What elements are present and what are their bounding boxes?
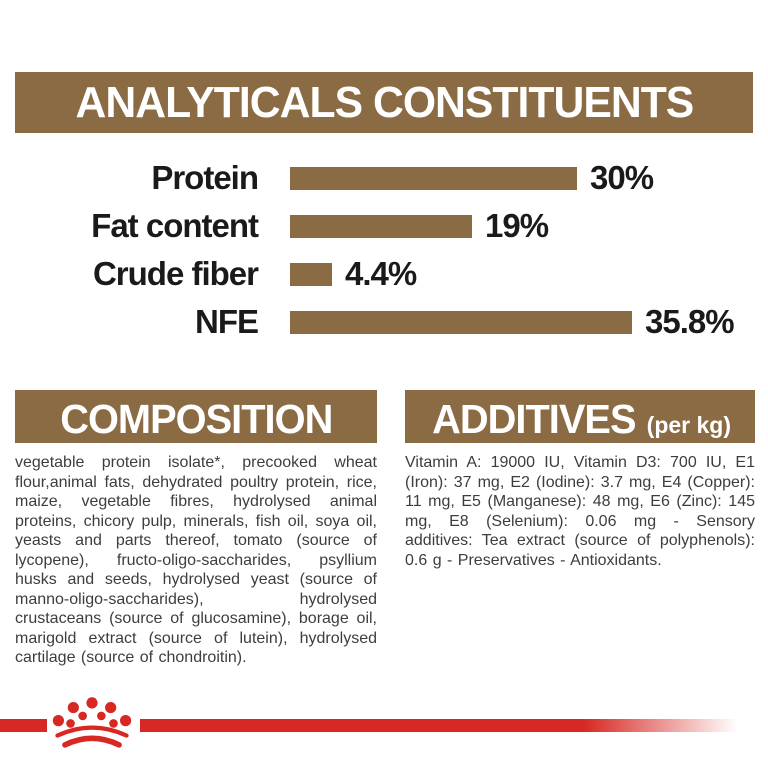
bar-category-label: Protein [151,159,259,196]
bar [290,262,332,286]
bar [290,310,632,334]
bar-value-label: 19% [485,207,549,244]
bar [290,166,577,190]
chart-row: Fat content 19% [0,202,768,250]
bar-category-label: NFE [195,303,259,340]
analyticals-banner-title: ANALYTICALS CONSTITUENTS [75,77,694,127]
composition-section: COMPOSITION vegetable protein isolate*, … [15,390,377,668]
additives-title: ADDITIVES [432,396,636,442]
bar [290,214,472,238]
additives-body-text: Vitamin A: 19000 IU, Vitamin D3: 700 IU,… [405,454,755,569]
additives-unit-label: (per kg) [646,412,732,438]
chart-row: Crude fiber 4.4% [0,250,768,298]
additives-header-inner: ADDITIVES (per kg) [429,390,731,443]
bar-value-label: 35.8% [645,303,735,340]
chart-row: Protein 30% [0,154,768,202]
composition-title: COMPOSITION [59,396,333,442]
composition-header-inner: COMPOSITION [56,390,337,443]
composition-body-text: vegetable protein isolate*, precooked wh… [15,454,377,666]
additives-section: ADDITIVES (per kg) Vitamin A: 19000 IU, … [405,390,755,668]
bar-chart: Protein 30% Fat content 19% Crude fiber 4.4% N… [0,154,768,346]
chart-row: NFE 35.8% [0,298,768,346]
royal-canin-crown-icon [52,697,132,748]
bar-category-label: Fat content [91,207,259,244]
analyticals-banner: ANALYTICALS CONSTITUENTS [15,72,753,133]
footer-red-line-right [140,719,756,732]
bar-value-label: 4.4% [345,255,417,292]
info-columns: COMPOSITION vegetable protein isolate*, … [15,390,755,668]
bar-value-label: 30% [590,159,654,196]
footer-red-line-left [0,719,47,732]
bar-category-label: Crude fiber [92,255,259,292]
composition-header: COMPOSITION [15,390,377,443]
additives-header: ADDITIVES (per kg) [405,390,755,443]
